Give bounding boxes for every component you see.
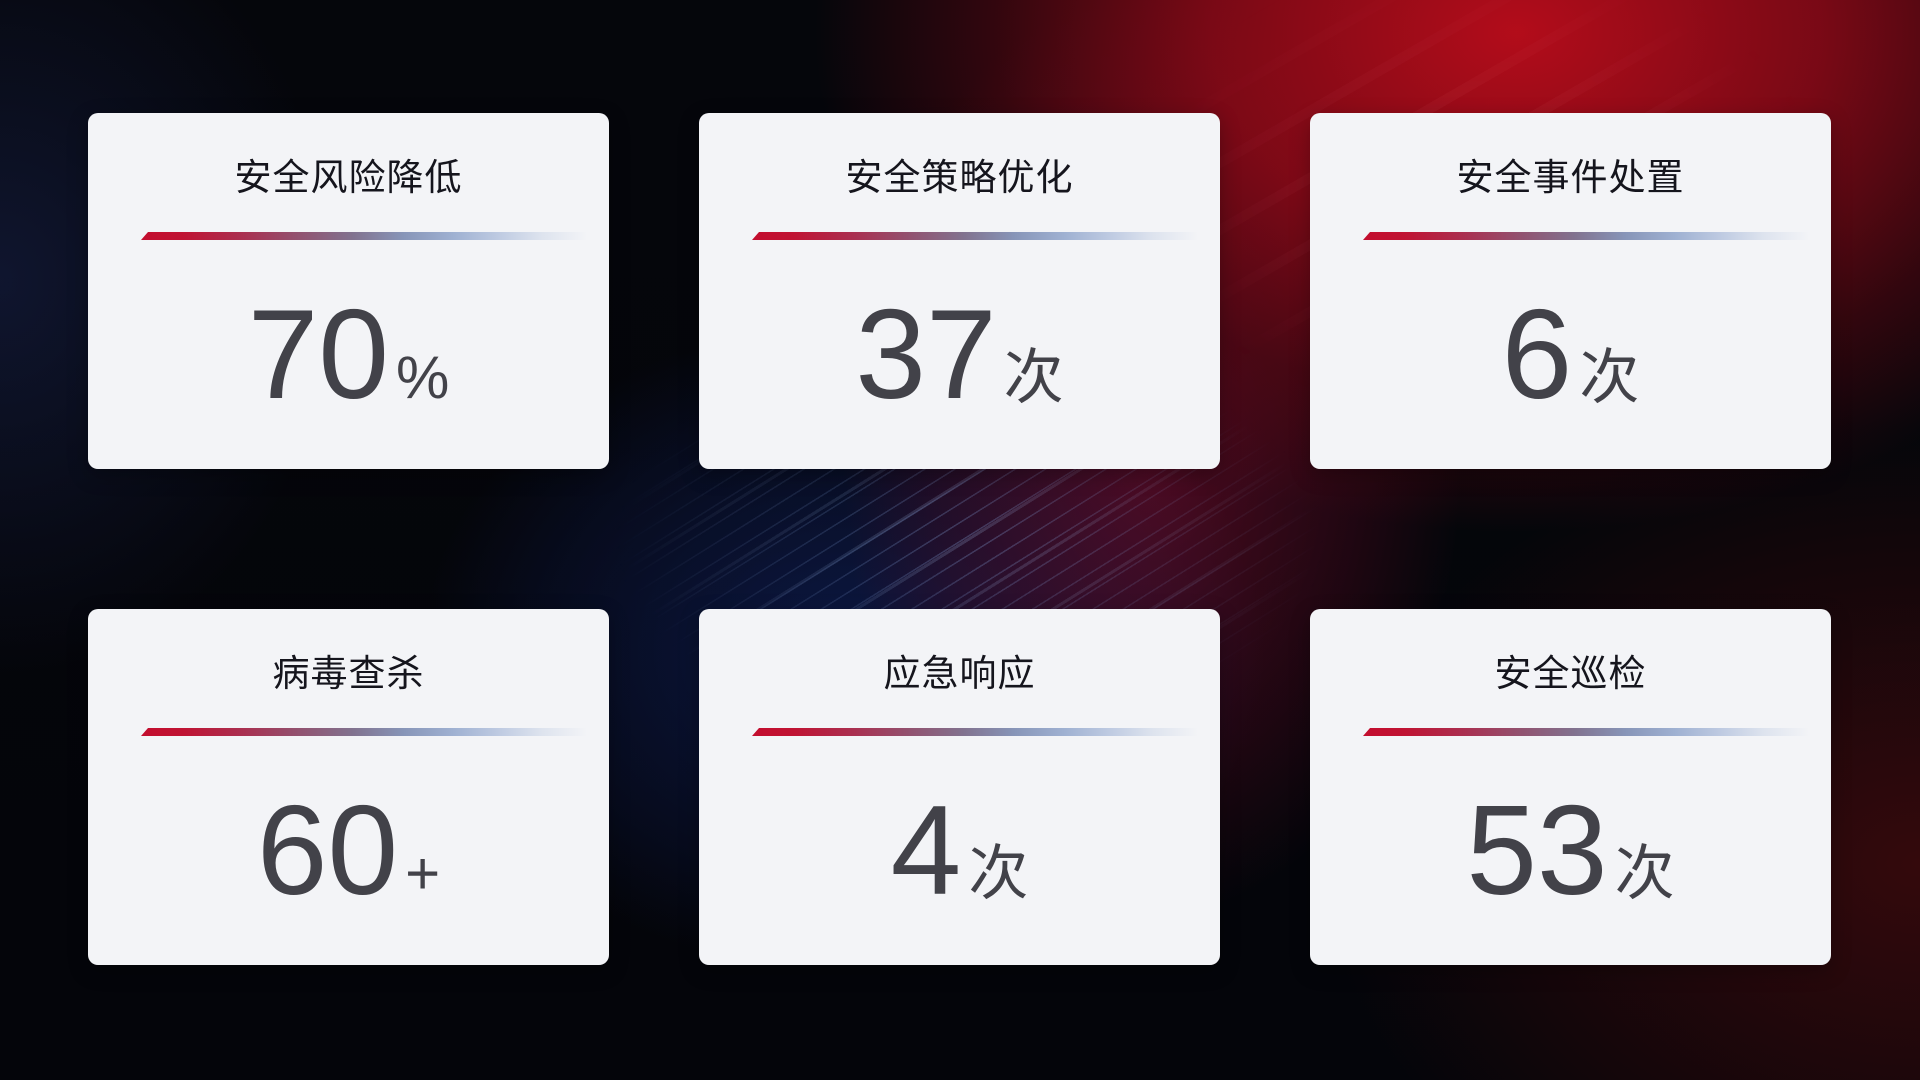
gradient-divider (141, 728, 601, 736)
gradient-divider (752, 232, 1212, 240)
card-title: 应急响应 (883, 653, 1036, 694)
stat-unit: 次 (1614, 840, 1675, 907)
stat-value: 70 (247, 283, 389, 425)
card-title: 安全风险降低 (234, 157, 463, 198)
stat-value: 37 (855, 283, 997, 425)
value-row: 70% (88, 240, 609, 469)
stat-unit: 次 (1579, 344, 1640, 411)
stat-unit: 次 (968, 840, 1029, 907)
gradient-divider (1363, 728, 1823, 736)
stat-value: 6 (1501, 283, 1573, 425)
value-row: 53 次 (1310, 736, 1831, 965)
stat-card-security-risk-reduction: 安全风险降低 70% (88, 113, 609, 469)
value-group: 53 次 (1466, 787, 1674, 914)
value-row: 60 + (88, 736, 609, 965)
stat-card-virus-scan: 病毒查杀 60 + (88, 609, 609, 965)
card-title: 安全事件处置 (1456, 157, 1685, 198)
gradient-divider (752, 728, 1212, 736)
gradient-divider (141, 232, 601, 240)
stat-card-security-inspection: 安全巡检 53 次 (1310, 609, 1831, 965)
card-title: 安全巡检 (1494, 653, 1647, 694)
value-group: 37 次 (855, 291, 1063, 418)
stat-unit: 次 (1003, 344, 1064, 411)
stat-value: 60 (256, 779, 399, 921)
gradient-divider (1363, 232, 1823, 240)
stat-card-security-policy-optimization: 安全策略优化 37 次 (699, 113, 1220, 469)
card-title: 安全策略优化 (845, 157, 1074, 198)
value-group: 70% (248, 291, 450, 418)
stat-value: 53 (1466, 779, 1608, 921)
stat-value: 4 (890, 779, 962, 921)
stat-unit: % (395, 344, 450, 411)
value-row: 37 次 (699, 240, 1220, 469)
stat-unit: + (405, 840, 441, 907)
value-group: 60 + (257, 787, 440, 914)
card-title: 病毒查杀 (272, 653, 425, 694)
